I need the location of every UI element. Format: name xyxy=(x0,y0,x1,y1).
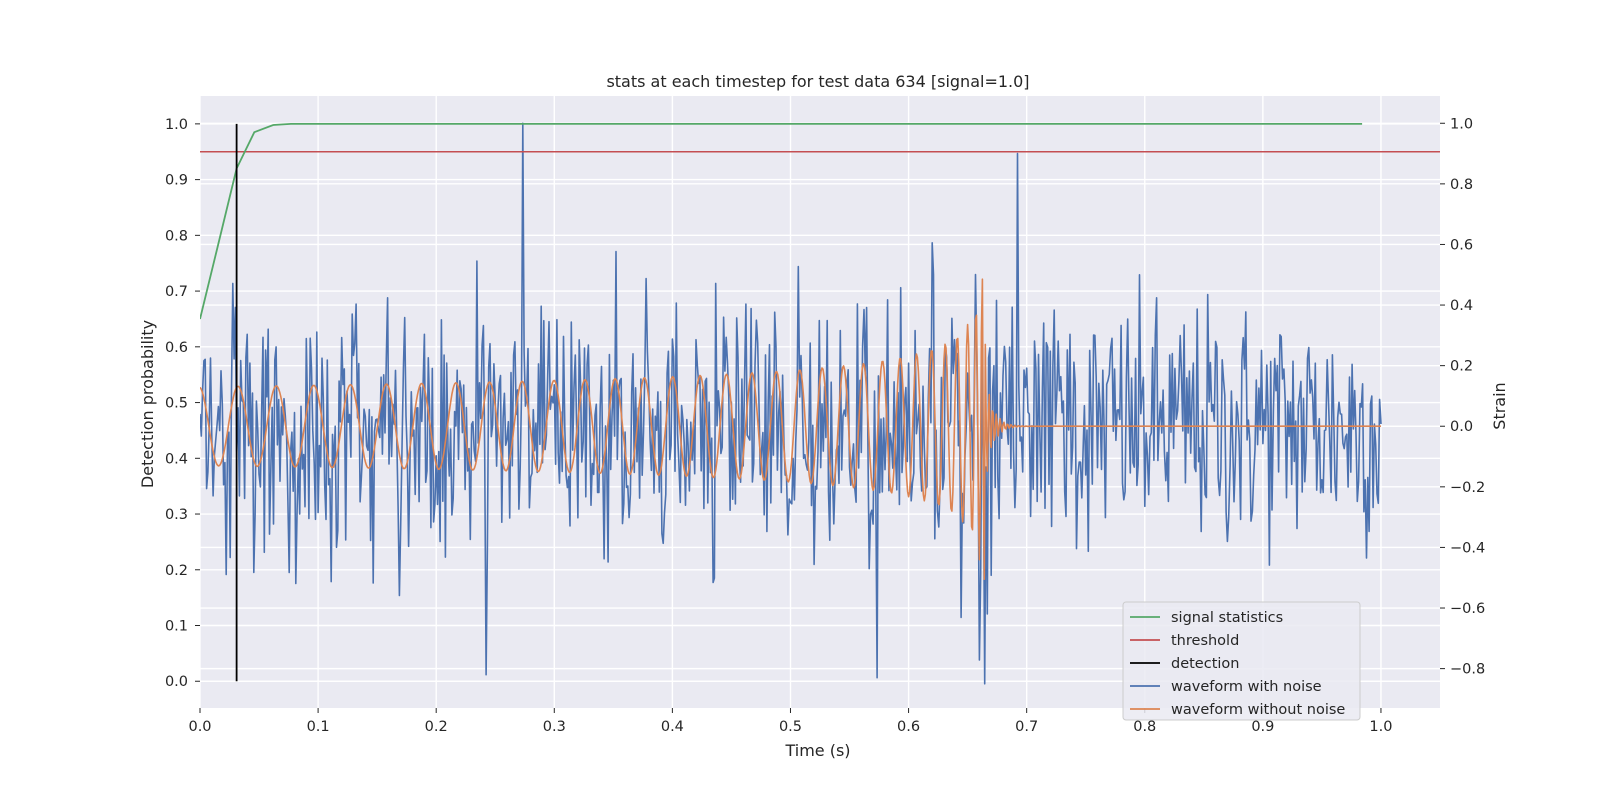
y-left-tick-label: 1.0 xyxy=(165,117,188,133)
x-tick-label: 0.5 xyxy=(779,719,802,735)
y-left-tick-label: 0.1 xyxy=(165,619,188,635)
y-right-tick-label: 1.0 xyxy=(1450,116,1473,132)
x-axis: 0.0 0.1 0.2 0.3 0.4 0.5 0.6 0.7 0.8 0.9 1.0 xyxy=(188,708,1392,735)
legend-label-waveform-without-noise: waveform without noise xyxy=(1171,702,1345,718)
y-left-tick-label: 0.8 xyxy=(165,228,188,244)
y-left-tick-label: 0.6 xyxy=(165,340,188,356)
x-tick-label: 1.0 xyxy=(1369,719,1392,735)
x-tick-label: 0.3 xyxy=(543,719,566,735)
y-right-tick-label: −0.8 xyxy=(1450,662,1485,678)
y-axis-right: −0.8 −0.6 −0.4 −0.2 0.0 0.2 0.4 0.6 0.8 1.0 xyxy=(1440,116,1485,678)
x-tick-label: 0.2 xyxy=(425,719,448,735)
legend-label-detection: detection xyxy=(1171,656,1239,672)
y-right-tick-label: 0.8 xyxy=(1450,177,1473,193)
y-axis-right-label: Strain xyxy=(1490,382,1509,429)
y-left-tick-label: 0.2 xyxy=(165,563,188,579)
x-axis-label: Time (s) xyxy=(784,741,850,760)
y-left-tick-label: 0.5 xyxy=(165,396,188,412)
y-right-tick-label: 0.2 xyxy=(1450,359,1473,375)
x-tick-label: 0.8 xyxy=(1133,719,1156,735)
legend-label-threshold: threshold xyxy=(1171,633,1239,649)
legend-label-signal-statistics: signal statistics xyxy=(1171,610,1283,626)
legend-frame xyxy=(1122,601,1361,721)
y-left-tick-label: 0.3 xyxy=(165,507,188,523)
x-tick-label: 0.0 xyxy=(188,719,211,735)
series-waveform-without-noise xyxy=(200,278,1381,581)
y-right-tick-label: −0.6 xyxy=(1450,601,1485,617)
series-signal-statistics xyxy=(200,123,1363,320)
x-tick-label: 0.6 xyxy=(897,719,920,735)
legend: signal statistics threshold detection wa… xyxy=(1122,601,1361,721)
x-tick-label: 0.7 xyxy=(1015,719,1038,735)
y-right-tick-label: 0.4 xyxy=(1450,298,1473,314)
x-tick-label: 0.9 xyxy=(1251,719,1274,735)
chart-title: stats at each timestep for test data 634… xyxy=(606,72,1029,91)
x-tick-label: 0.1 xyxy=(307,719,330,735)
y-right-tick-label: −0.4 xyxy=(1450,540,1485,556)
x-tick-label: 0.4 xyxy=(661,719,684,735)
y-right-tick-label: 0.6 xyxy=(1450,237,1473,253)
y-axis-left: 0.0 0.1 0.2 0.3 0.4 0.5 0.6 0.7 0.8 0.9 1.0 xyxy=(165,117,200,690)
y-left-tick-label: 0.7 xyxy=(165,284,188,300)
legend-label-waveform-with-noise: waveform with noise xyxy=(1171,679,1322,695)
y-right-tick-label: −0.2 xyxy=(1450,480,1485,496)
series-layer xyxy=(200,122,1440,685)
y-left-tick-label: 0.4 xyxy=(165,451,188,467)
y-right-tick-label: 0.0 xyxy=(1450,419,1473,435)
y-left-tick-label: 0.0 xyxy=(165,674,188,690)
y-left-tick-label: 0.9 xyxy=(165,173,188,189)
y-axis-left-label: Detection probability xyxy=(138,320,157,488)
